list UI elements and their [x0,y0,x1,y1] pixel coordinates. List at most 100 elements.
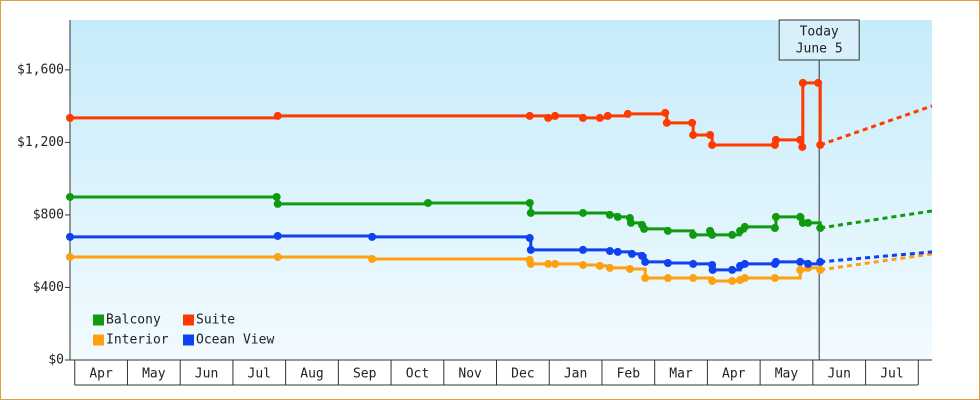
price-point [708,265,717,274]
y-tick-label: $0 [48,353,64,368]
plot-area [70,20,932,360]
price-point [273,111,282,120]
x-tick-label: Jun [827,367,850,382]
price-point [525,233,534,242]
price-point [605,247,614,256]
price-point [272,192,281,201]
price-point [796,135,805,144]
price-point [273,231,282,240]
x-tick-label: Apr [722,367,746,382]
price-point [66,192,74,201]
price-point [728,265,737,274]
price-point [816,265,825,274]
price-point [638,251,647,260]
price-point [66,232,74,241]
price-point [525,198,534,207]
price-point [770,223,779,232]
price-point [526,208,535,217]
x-tick-label: Sep [353,367,377,382]
price-point [641,274,650,283]
price-point [796,257,805,266]
price-point [66,113,74,122]
price-point [798,142,807,151]
price-point [816,223,825,232]
projection-line [820,209,933,230]
legend-label: Interior [106,333,169,348]
x-tick-label: Apr [89,367,113,382]
today-label: June 5 [796,42,843,57]
price-point [663,274,672,283]
price-point [368,232,377,241]
projection-line [820,250,933,264]
price-point [708,276,717,285]
legend-swatch [183,334,194,346]
price-point [66,253,74,262]
price-point [603,111,612,120]
x-tick-label: May [142,367,166,382]
x-tick-label: Dec [511,367,534,382]
price-point [625,264,634,273]
price-point [605,263,614,272]
x-tick-label: Jun [195,367,218,382]
price-point [816,257,825,266]
x-tick-label: Jul [248,367,271,382]
price-point [663,226,672,235]
price-point [771,257,780,266]
price-point [688,118,697,127]
x-tick-label: Oct [406,367,429,382]
legend-label: Balcony [106,313,161,328]
price-point [628,249,637,258]
price-point [551,259,560,268]
price-point [814,78,823,87]
price-point [804,218,813,227]
price-point [273,199,282,208]
legend-swatch [93,334,104,346]
price-point [728,230,737,239]
price-point [526,259,535,268]
price-point [706,130,715,139]
price-point [578,260,587,269]
price-point [578,245,587,254]
today-box [778,19,860,61]
price-point [728,276,737,285]
x-tick-label: Jan [564,367,587,382]
projection-line [820,252,933,272]
price-point [544,113,553,122]
price-point [551,111,560,120]
x-tick-label: Jul [880,367,903,382]
price-point [605,210,614,219]
price-point [578,208,587,217]
price-point [613,247,622,256]
x-tick-label: May [775,367,799,382]
price-point [708,140,717,149]
price-point [771,212,780,221]
price-point [613,212,622,221]
price-point [662,118,671,127]
x-tick-label: Nov [458,367,482,382]
price-point [798,78,807,87]
price-point [526,245,535,254]
price-point [740,259,749,268]
price-point [708,230,717,239]
price-point [595,113,604,122]
price-point [740,274,749,283]
price-point [273,253,282,262]
legend-label: Ocean View [196,333,274,348]
price-point [595,261,604,270]
y-tick-label: $400 [33,280,64,295]
price-point [770,274,779,283]
price-point [368,254,377,263]
price-point [796,212,805,221]
price-point [544,259,553,268]
x-tick-label: Mar [669,367,693,382]
price-point [689,259,698,268]
price-point [689,274,698,283]
x-tick-label: Feb [617,367,641,382]
y-tick-label: $800 [33,207,64,222]
price-point [689,230,698,239]
price-point [816,140,825,149]
y-tick-label: $1,600 [17,62,64,77]
projection-line [819,104,933,147]
